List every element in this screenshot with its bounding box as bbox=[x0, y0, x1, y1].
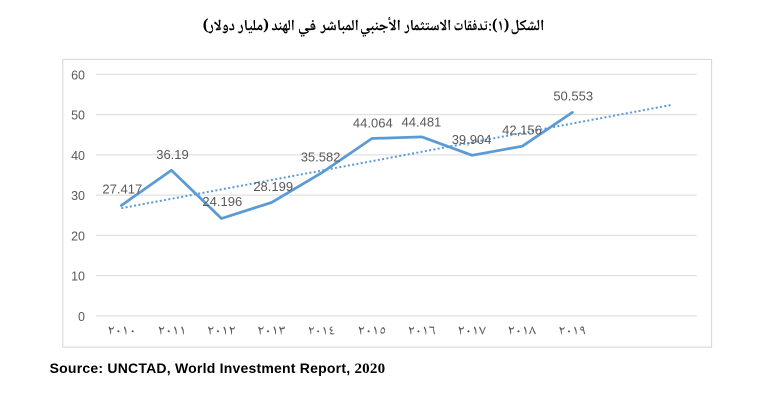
svg-text:60: 60 bbox=[71, 68, 85, 82]
svg-text:44.481: 44.481 bbox=[402, 114, 442, 129]
svg-text:44.064: 44.064 bbox=[353, 116, 393, 131]
svg-text:28.199: 28.199 bbox=[253, 179, 293, 194]
svg-text:30: 30 bbox=[71, 189, 85, 203]
svg-text:42,156: 42,156 bbox=[502, 123, 542, 138]
svg-text:20: 20 bbox=[71, 229, 85, 243]
svg-text:35.582: 35.582 bbox=[301, 149, 341, 164]
svg-text:39,904: 39,904 bbox=[452, 132, 492, 147]
svg-text:36.19: 36.19 bbox=[156, 147, 189, 162]
svg-text:Source: UNCTAD, World Investme: Source: UNCTAD, World Investment Report,… bbox=[50, 360, 386, 377]
svg-text:40: 40 bbox=[71, 149, 85, 163]
svg-text:50.553: 50.553 bbox=[553, 89, 593, 104]
svg-text:27.417: 27.417 bbox=[102, 182, 142, 197]
svg-text:50: 50 bbox=[71, 109, 85, 123]
svg-text:10: 10 bbox=[71, 270, 85, 284]
svg-text:24.196: 24.196 bbox=[202, 194, 242, 209]
svg-text:0: 0 bbox=[78, 310, 85, 324]
